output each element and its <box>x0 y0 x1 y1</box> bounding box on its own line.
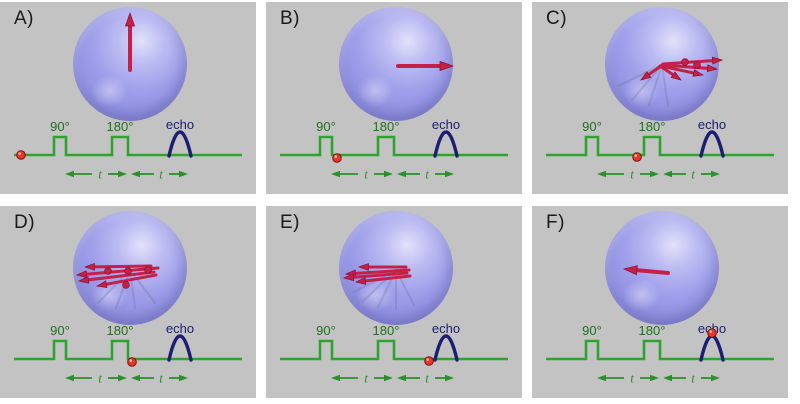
label-t1: t <box>364 371 368 386</box>
panel-label: C) <box>546 8 568 29</box>
label-echo: echo <box>432 117 460 132</box>
label-90: 90° <box>50 119 70 134</box>
bloch-sphere <box>605 7 719 121</box>
interval-arrows: t t <box>597 167 720 182</box>
echo-curve <box>433 130 459 158</box>
label-180: 180° <box>639 323 666 338</box>
pulse-train-line <box>280 339 508 361</box>
pulse-sequence-diagram: 90° 180° echo t t <box>546 321 774 386</box>
label-90: 90° <box>582 323 602 338</box>
time-marker-ball <box>632 152 642 162</box>
panel-d: D) 90° 180° echo t t <box>0 206 256 398</box>
label-echo: echo <box>432 321 460 336</box>
label-t2: t <box>691 371 695 386</box>
time-marker-ball <box>707 328 717 338</box>
label-t1: t <box>630 371 634 386</box>
interval-arrows: t t <box>597 371 720 386</box>
label-t1: t <box>364 167 368 182</box>
label-180: 180° <box>107 323 134 338</box>
echo-curve <box>433 334 459 362</box>
echo-curve <box>167 130 193 158</box>
label-t2: t <box>425 167 429 182</box>
label-90: 90° <box>582 119 602 134</box>
panel-label: D) <box>14 212 36 233</box>
pulse-train-line <box>14 339 242 361</box>
pulse-sequence-diagram: 90° 180° echo t t <box>280 117 508 182</box>
interval-arrows: t t <box>331 371 454 386</box>
echo-curve <box>699 334 725 362</box>
panel-label: B) <box>280 8 300 29</box>
panel-a: A) 90° 180° echo t t <box>0 2 256 194</box>
label-180: 180° <box>107 119 134 134</box>
label-t1: t <box>630 167 634 182</box>
pulse-sequence-diagram: 90° 180° echo t t <box>14 117 242 182</box>
panel-b: B) 90° 180° echo t t <box>266 2 522 194</box>
bloch-sphere <box>73 7 187 121</box>
label-180: 180° <box>373 323 400 338</box>
pulse-train-line <box>546 135 774 157</box>
bloch-sphere <box>73 211 187 325</box>
interval-arrows: t t <box>331 167 454 182</box>
bloch-sphere <box>339 211 453 325</box>
time-marker-ball <box>424 356 434 366</box>
panel-f: F) 90° 180° echo t t <box>532 206 788 398</box>
interval-arrows: t t <box>65 167 188 182</box>
label-echo: echo <box>166 117 194 132</box>
label-180: 180° <box>373 119 400 134</box>
pulse-sequence-diagram: 90° 180° echo t t <box>14 321 242 386</box>
echo-curve <box>167 334 193 362</box>
label-t2: t <box>159 371 163 386</box>
label-echo: echo <box>698 117 726 132</box>
panel-c: C) 90° 180° echo t t <box>532 2 788 194</box>
time-marker-ball <box>127 357 137 367</box>
pulse-sequence-diagram: 90° 180° echo t t <box>546 117 774 182</box>
label-90: 90° <box>316 119 336 134</box>
label-90: 90° <box>50 323 70 338</box>
label-t2: t <box>691 167 695 182</box>
label-90: 90° <box>316 323 336 338</box>
pulse-train-line <box>546 339 774 361</box>
pulse-train-line <box>14 135 242 157</box>
panel-e: E) 90° 180° echo t t <box>266 206 522 398</box>
label-t1: t <box>98 167 102 182</box>
label-echo: echo <box>166 321 194 336</box>
pulse-train-line <box>280 135 508 157</box>
echo-curve <box>699 130 725 158</box>
label-t2: t <box>159 167 163 182</box>
interval-arrows: t t <box>65 371 188 386</box>
bloch-sphere <box>339 7 453 121</box>
panel-label: F) <box>546 212 565 233</box>
label-t1: t <box>98 371 102 386</box>
label-180: 180° <box>639 119 666 134</box>
time-marker-ball <box>332 153 342 163</box>
bloch-sphere <box>605 211 719 325</box>
panel-label: E) <box>280 212 300 233</box>
pulse-sequence-diagram: 90° 180° echo t t <box>280 321 508 386</box>
label-t2: t <box>425 371 429 386</box>
panel-label: A) <box>14 8 34 29</box>
time-marker-ball <box>16 150 26 160</box>
